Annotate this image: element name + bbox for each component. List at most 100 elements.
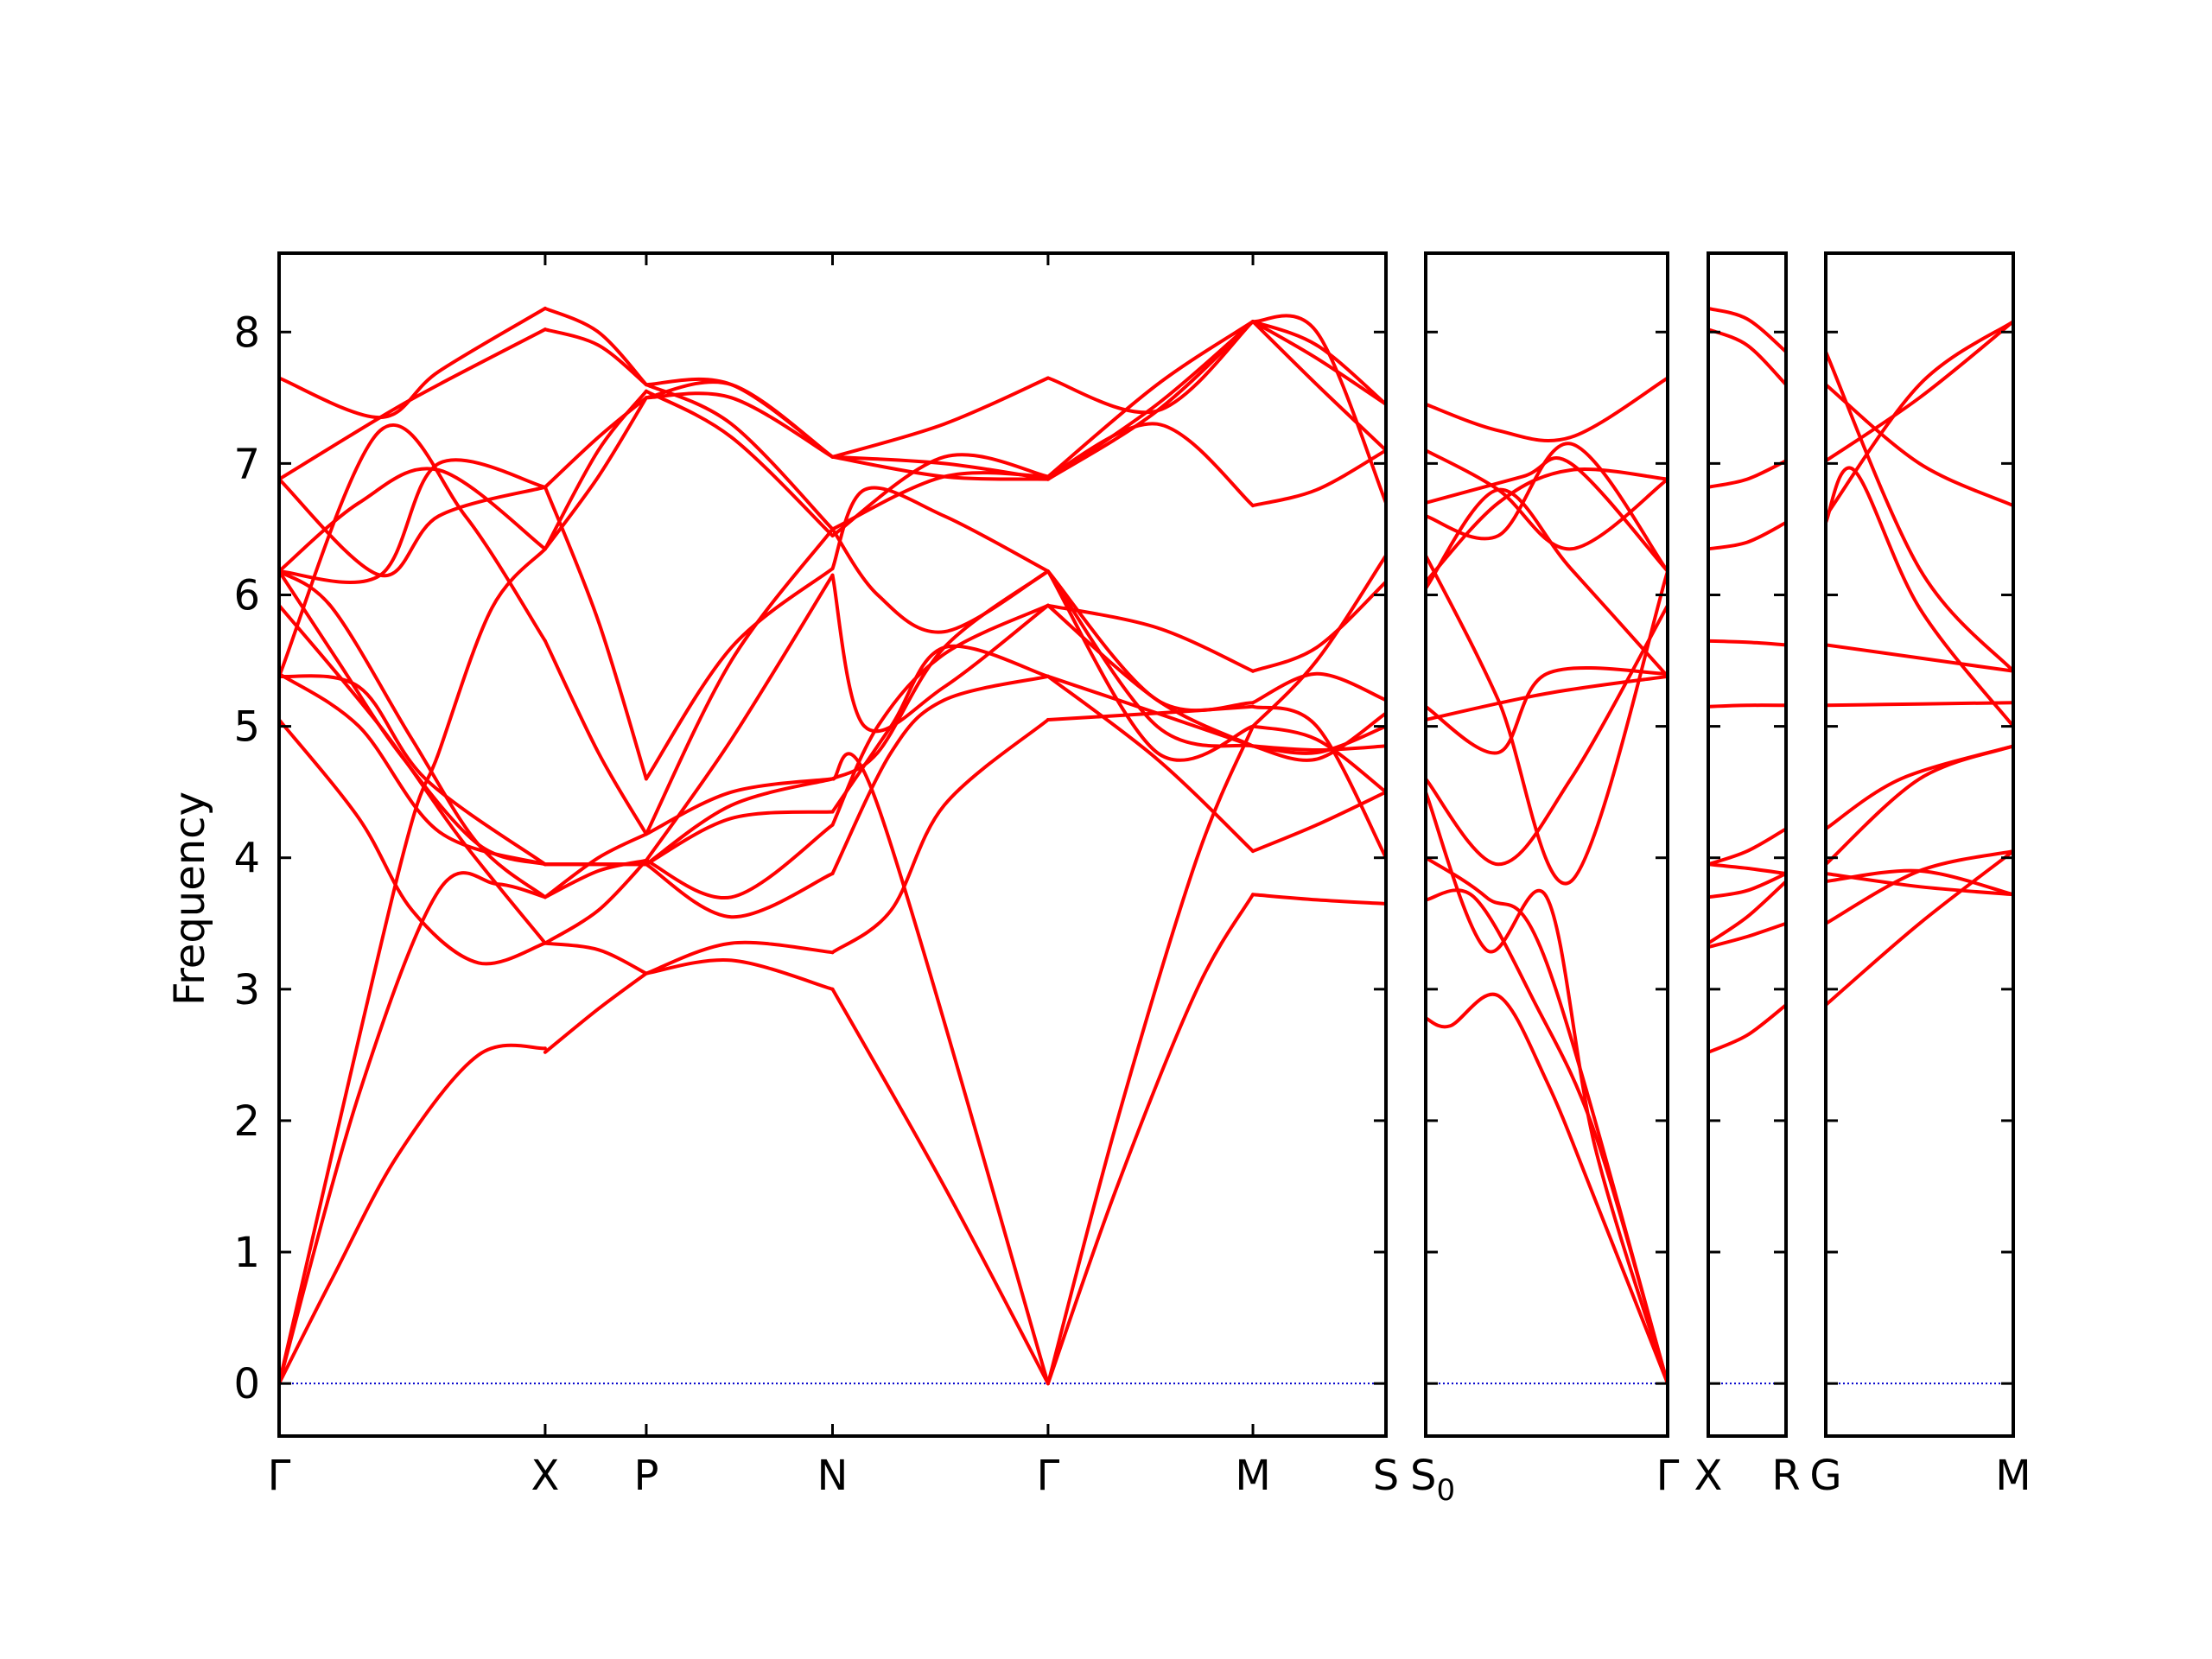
band-segment (1826, 320, 2013, 463)
band-segment (644, 527, 835, 836)
band-segment (1708, 520, 1786, 551)
band-segment (1708, 1003, 1786, 1054)
band-segment (1426, 553, 1668, 886)
band-segment (644, 862, 835, 919)
bands-group (1426, 376, 1668, 1386)
band-segment (543, 327, 648, 387)
band-segment (1251, 671, 1386, 705)
band-segment (543, 858, 648, 899)
band-segment (1708, 880, 1786, 945)
y-tick-label: 6 (233, 571, 260, 620)
x-tick-label-main: X (531, 1452, 559, 1500)
band-segment (1426, 992, 1668, 1386)
band-segment (279, 569, 547, 867)
band-segment (1251, 320, 1386, 406)
band-segment (1426, 376, 1668, 442)
band-segment (1251, 320, 1386, 453)
band-segment (543, 396, 648, 489)
x-tick-label-main: Γ (268, 1452, 291, 1500)
x-tick-label: Γ (1656, 1452, 1680, 1500)
band-segment (1708, 862, 1786, 875)
x-tick-label-main: X (1694, 1452, 1723, 1500)
band-segment (1426, 855, 1668, 1386)
x-tick-label: S (1373, 1452, 1399, 1500)
band-segment (1251, 893, 1386, 906)
band-segment (644, 810, 835, 867)
bands-group (1826, 320, 2013, 1007)
band-segment (543, 389, 648, 551)
x-tick-label: X (531, 1452, 559, 1500)
band-segment (830, 486, 1050, 574)
band-segment (830, 454, 1050, 481)
band-segment (1826, 320, 2013, 518)
band-segment (543, 485, 648, 781)
band-segment (644, 777, 835, 867)
x-tick-label-main: R (1771, 1452, 1800, 1500)
band-segment (644, 391, 835, 459)
band-segment (279, 718, 547, 966)
panel-frame (1424, 251, 1669, 1438)
band-segment (1426, 790, 1668, 1386)
band-segment (1046, 893, 1255, 1386)
band-segment (830, 718, 1050, 955)
band-segment (1826, 849, 2013, 1007)
x-tick-label: M (1235, 1452, 1270, 1500)
band-segment (1426, 467, 1668, 584)
band-segment (1046, 674, 1255, 854)
band-segment (279, 569, 547, 899)
band-segment (1046, 724, 1255, 1386)
band-segment (1708, 703, 1786, 709)
x-tick-label-main: S (1410, 1452, 1436, 1500)
x-tick-label-subscript: 0 (1436, 1473, 1455, 1508)
y-tick-label: 5 (233, 703, 260, 752)
band-segment (1251, 580, 1386, 673)
band-segment (1251, 711, 1386, 762)
band-segment (1708, 827, 1786, 867)
band-segment (1046, 569, 1255, 762)
band-segment (1826, 466, 2013, 728)
x-tick-label-main: G (1809, 1452, 1841, 1500)
band-segment (644, 957, 835, 991)
band-segment (279, 467, 547, 574)
x-tick-label: Γ (268, 1452, 291, 1500)
band-segment (1251, 744, 1386, 752)
y-tick-label: 8 (233, 308, 260, 357)
band-segment (644, 823, 835, 900)
panel-frame (277, 251, 1388, 1438)
x-tick-label-main: Γ (1037, 1452, 1060, 1500)
x-tick-label-main: M (1995, 1452, 2031, 1500)
band-segment (1046, 320, 1255, 481)
band-segment (1251, 790, 1386, 854)
y-tick-label: 0 (233, 1360, 260, 1408)
band-segment (1826, 643, 2013, 673)
band-segment (1708, 872, 1786, 899)
band-segment (543, 396, 648, 551)
x-tick-label: S0 (1410, 1452, 1455, 1508)
x-tick-label: X (1694, 1452, 1723, 1500)
band-segment (830, 674, 1050, 875)
band-segment (644, 777, 835, 836)
band-segment (279, 423, 547, 678)
band-segment (543, 306, 648, 387)
band-segment (279, 674, 547, 867)
band-segment (1826, 350, 2013, 673)
band-segment (1708, 306, 1786, 354)
x-tick-label-main: M (1235, 1452, 1270, 1500)
x-tick-label: N (817, 1452, 849, 1500)
band-segment (543, 858, 648, 945)
band-segment (830, 603, 1050, 827)
y-tick-label: 2 (233, 1097, 260, 1146)
band-segment (543, 832, 648, 899)
x-tick-label: R (1771, 1452, 1800, 1500)
y-axis-title: Frequency (166, 791, 214, 1006)
band-segment (1046, 569, 1255, 713)
band-segment (1251, 724, 1386, 794)
band-segment (830, 527, 1050, 634)
band-segment (644, 389, 835, 537)
